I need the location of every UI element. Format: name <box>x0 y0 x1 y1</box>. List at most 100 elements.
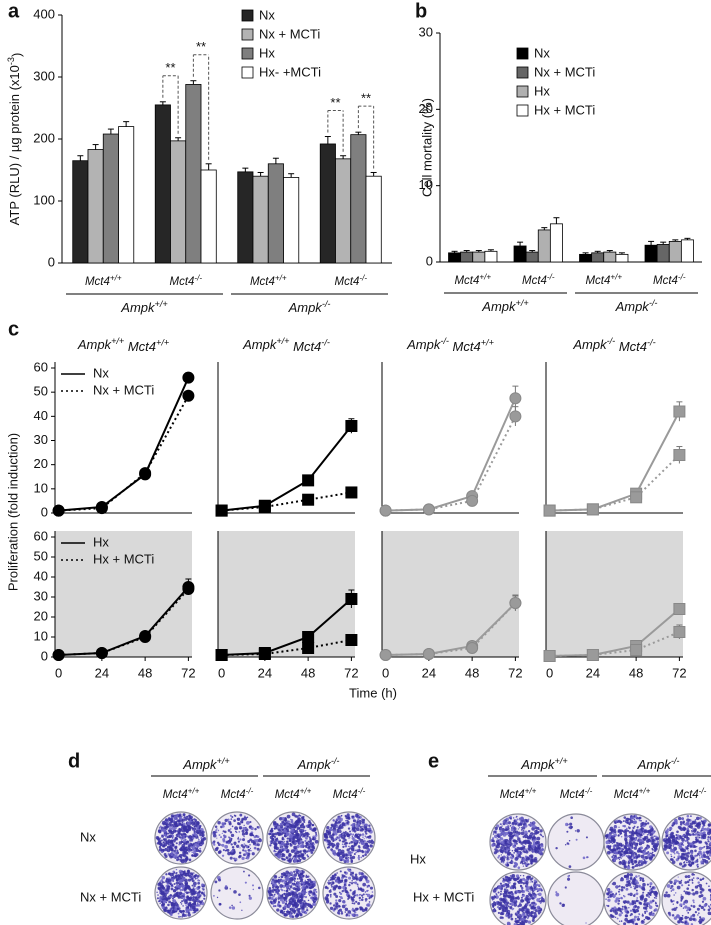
bar <box>154 104 171 264</box>
colony <box>363 875 367 879</box>
colony <box>168 830 173 834</box>
colony <box>625 855 628 858</box>
colony <box>353 894 357 897</box>
colony <box>633 846 637 850</box>
marker <box>345 634 358 646</box>
colony <box>502 893 505 895</box>
colony <box>284 841 286 843</box>
colony <box>521 920 524 923</box>
colony <box>274 891 277 894</box>
colony <box>612 854 615 857</box>
colony <box>242 838 246 842</box>
colony <box>330 837 335 841</box>
colony <box>157 838 161 843</box>
colony <box>366 884 368 887</box>
colony <box>642 891 645 894</box>
y-tick-label: 20 <box>419 101 433 116</box>
colony <box>533 906 536 909</box>
colony <box>269 844 272 847</box>
colony <box>282 884 286 888</box>
colony <box>253 835 257 839</box>
error-bar <box>370 171 377 177</box>
colony <box>649 825 653 829</box>
colony <box>539 829 543 833</box>
colony <box>230 840 232 843</box>
colony <box>522 830 525 832</box>
panel-label: c <box>8 318 19 340</box>
row-label: Nx + MCTi <box>80 889 141 904</box>
colony <box>537 893 540 896</box>
colony <box>180 874 182 876</box>
colony <box>297 850 300 853</box>
marker <box>345 486 358 499</box>
colony <box>354 882 356 884</box>
colony <box>305 824 309 828</box>
bar <box>335 158 352 264</box>
colony <box>653 849 657 853</box>
colony <box>363 838 365 840</box>
colony <box>627 847 631 851</box>
colony <box>521 826 524 828</box>
bar <box>591 252 605 263</box>
colony <box>521 858 523 861</box>
colony <box>629 892 633 897</box>
colony <box>645 820 648 823</box>
colony <box>651 840 655 844</box>
colony <box>225 841 229 844</box>
colony <box>700 830 702 833</box>
legend-swatch <box>241 28 254 41</box>
colony <box>288 893 290 896</box>
colony <box>503 846 506 850</box>
colony <box>192 895 195 899</box>
colony <box>168 848 171 851</box>
colony <box>628 818 631 821</box>
colony <box>280 909 284 913</box>
colony <box>282 911 285 914</box>
colony <box>688 863 691 865</box>
colony <box>517 866 521 870</box>
colony <box>285 856 288 858</box>
colony <box>501 825 503 827</box>
colony <box>334 876 337 879</box>
colony <box>368 835 370 838</box>
bar <box>200 169 217 264</box>
x-tick-label: 72 <box>672 665 686 680</box>
y-tick-label: 60 <box>34 528 48 543</box>
colony <box>172 855 176 859</box>
colony <box>344 888 347 891</box>
colony <box>530 911 533 914</box>
colony <box>513 851 516 854</box>
colony <box>606 850 611 855</box>
colony <box>613 827 615 829</box>
colony <box>339 870 342 873</box>
colony <box>289 843 293 847</box>
colony <box>307 855 310 858</box>
colony <box>282 830 285 832</box>
colony <box>639 834 642 837</box>
colony <box>299 833 302 837</box>
colony <box>161 875 166 880</box>
colony <box>161 903 165 908</box>
colony <box>172 815 175 818</box>
colony <box>669 826 673 831</box>
bar <box>668 240 682 263</box>
colony <box>230 849 234 853</box>
colony <box>301 825 306 829</box>
colony <box>330 883 333 886</box>
colony <box>637 829 641 833</box>
colony <box>275 875 277 878</box>
colony <box>298 815 300 818</box>
colony <box>234 859 237 862</box>
colony <box>352 833 355 836</box>
colony <box>585 922 587 924</box>
colony <box>288 888 291 890</box>
colony <box>169 825 171 828</box>
colony <box>644 857 646 860</box>
bar <box>365 175 382 264</box>
colony-plate <box>547 871 605 925</box>
error-bar <box>594 250 601 253</box>
colony <box>327 879 330 882</box>
error-bar <box>123 121 130 127</box>
colony <box>284 896 288 900</box>
x-tick-label: 24 <box>586 665 600 680</box>
